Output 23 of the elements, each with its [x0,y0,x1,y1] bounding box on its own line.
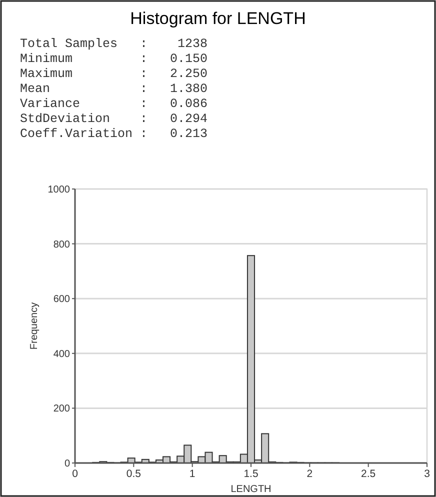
text: Coeff.Variation : 0.213 [20,127,208,141]
text: Minimum : 0.150 [20,52,208,66]
text: StdDeviation : 0.294 [20,112,208,126]
x-axis-title: LENGTH [230,484,272,495]
text: Variance : 0.086 [20,97,208,111]
x-tick-label: 0.5 [126,468,142,480]
text: Mean : 1.380 [20,82,208,96]
y-tick-label: 400 [53,348,70,360]
y-tick-label: 1000 [48,184,70,196]
text: Maximum : 2.250 [20,67,208,81]
y-tick-label: 0 [64,458,70,470]
text: Total Samples : 1238 [20,37,208,51]
y-tick-label: 600 [53,294,70,306]
y-tick-label: 200 [53,404,70,415]
x-tick-label: 1 [189,468,196,480]
x-tick-label: 1.5 [244,468,258,480]
chart-title: Histogram for LENGTH [130,9,306,28]
x-tick-label: 3 [424,468,430,480]
x-tick-label: 0 [72,468,78,480]
x-tick-label: 2.5 [361,468,376,480]
x-tick-label: 2 [306,468,313,480]
y-tick-label: 800 [53,239,70,250]
y-axis-title: Frequency [29,302,40,350]
